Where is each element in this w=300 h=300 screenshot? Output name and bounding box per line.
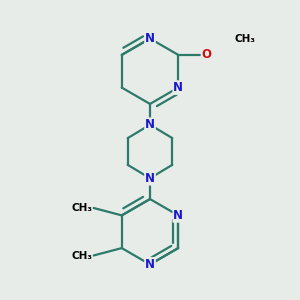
- Text: CH₃: CH₃: [71, 203, 92, 213]
- Text: N: N: [145, 172, 155, 185]
- Text: N: N: [173, 209, 183, 222]
- Text: N: N: [145, 32, 155, 45]
- Text: O: O: [202, 48, 212, 62]
- Text: N: N: [145, 118, 155, 131]
- Text: CH₃: CH₃: [71, 250, 92, 260]
- Text: N: N: [173, 81, 183, 94]
- Text: CH₃: CH₃: [235, 34, 256, 44]
- Text: N: N: [145, 258, 155, 271]
